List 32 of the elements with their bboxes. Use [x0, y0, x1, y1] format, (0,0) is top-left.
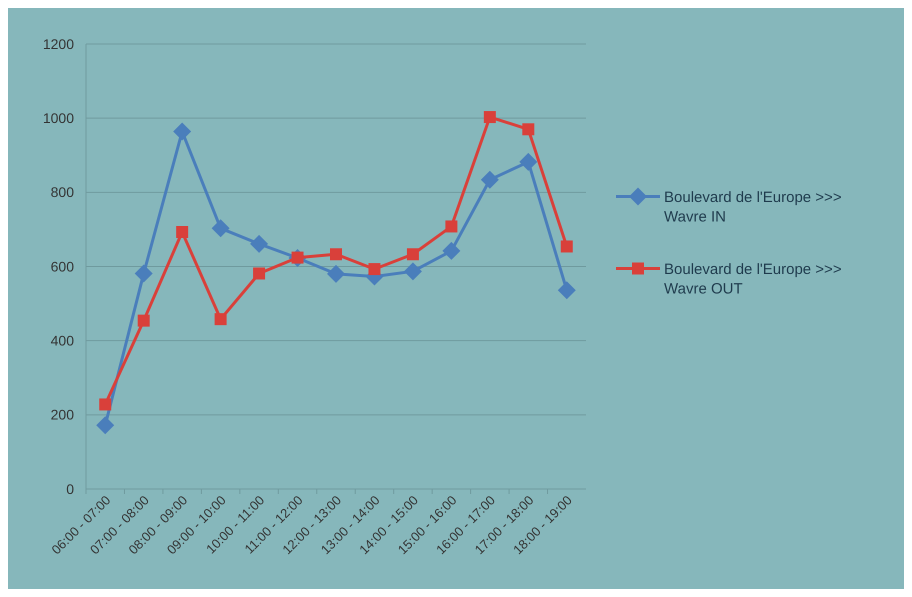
- point: [404, 262, 422, 280]
- point: [250, 234, 268, 253]
- point: [406, 248, 419, 260]
- point: [176, 226, 188, 238]
- y-tick-label: 600: [50, 258, 74, 274]
- point: [96, 416, 114, 434]
- point: [214, 313, 227, 326]
- point: [558, 281, 576, 300]
- point: [445, 220, 458, 232]
- point: [480, 170, 499, 189]
- point: [484, 111, 496, 124]
- point: [519, 152, 538, 171]
- point: [173, 122, 192, 141]
- point: [560, 240, 573, 252]
- point: [522, 123, 534, 136]
- y-tick-label: 1000: [42, 110, 74, 126]
- y-tick-label: 0: [66, 480, 74, 497]
- point: [138, 314, 150, 327]
- y-tick-label: 400: [50, 332, 74, 349]
- legend-label: Boulevard de l'Europe >>> Wavre OUT: [664, 260, 842, 298]
- y-tick-label: 200: [50, 406, 74, 423]
- point: [330, 248, 342, 260]
- point: [212, 219, 230, 238]
- point: [442, 242, 460, 260]
- y-tick-label: 800: [50, 184, 74, 200]
- legend-label: Boulevard de l'Europe >>> Wavre IN: [664, 188, 842, 226]
- point: [99, 398, 112, 410]
- point: [253, 268, 266, 280]
- point: [368, 263, 380, 276]
- point: [134, 264, 153, 283]
- point: [327, 264, 345, 283]
- y-tick-label: 1200: [42, 36, 74, 52]
